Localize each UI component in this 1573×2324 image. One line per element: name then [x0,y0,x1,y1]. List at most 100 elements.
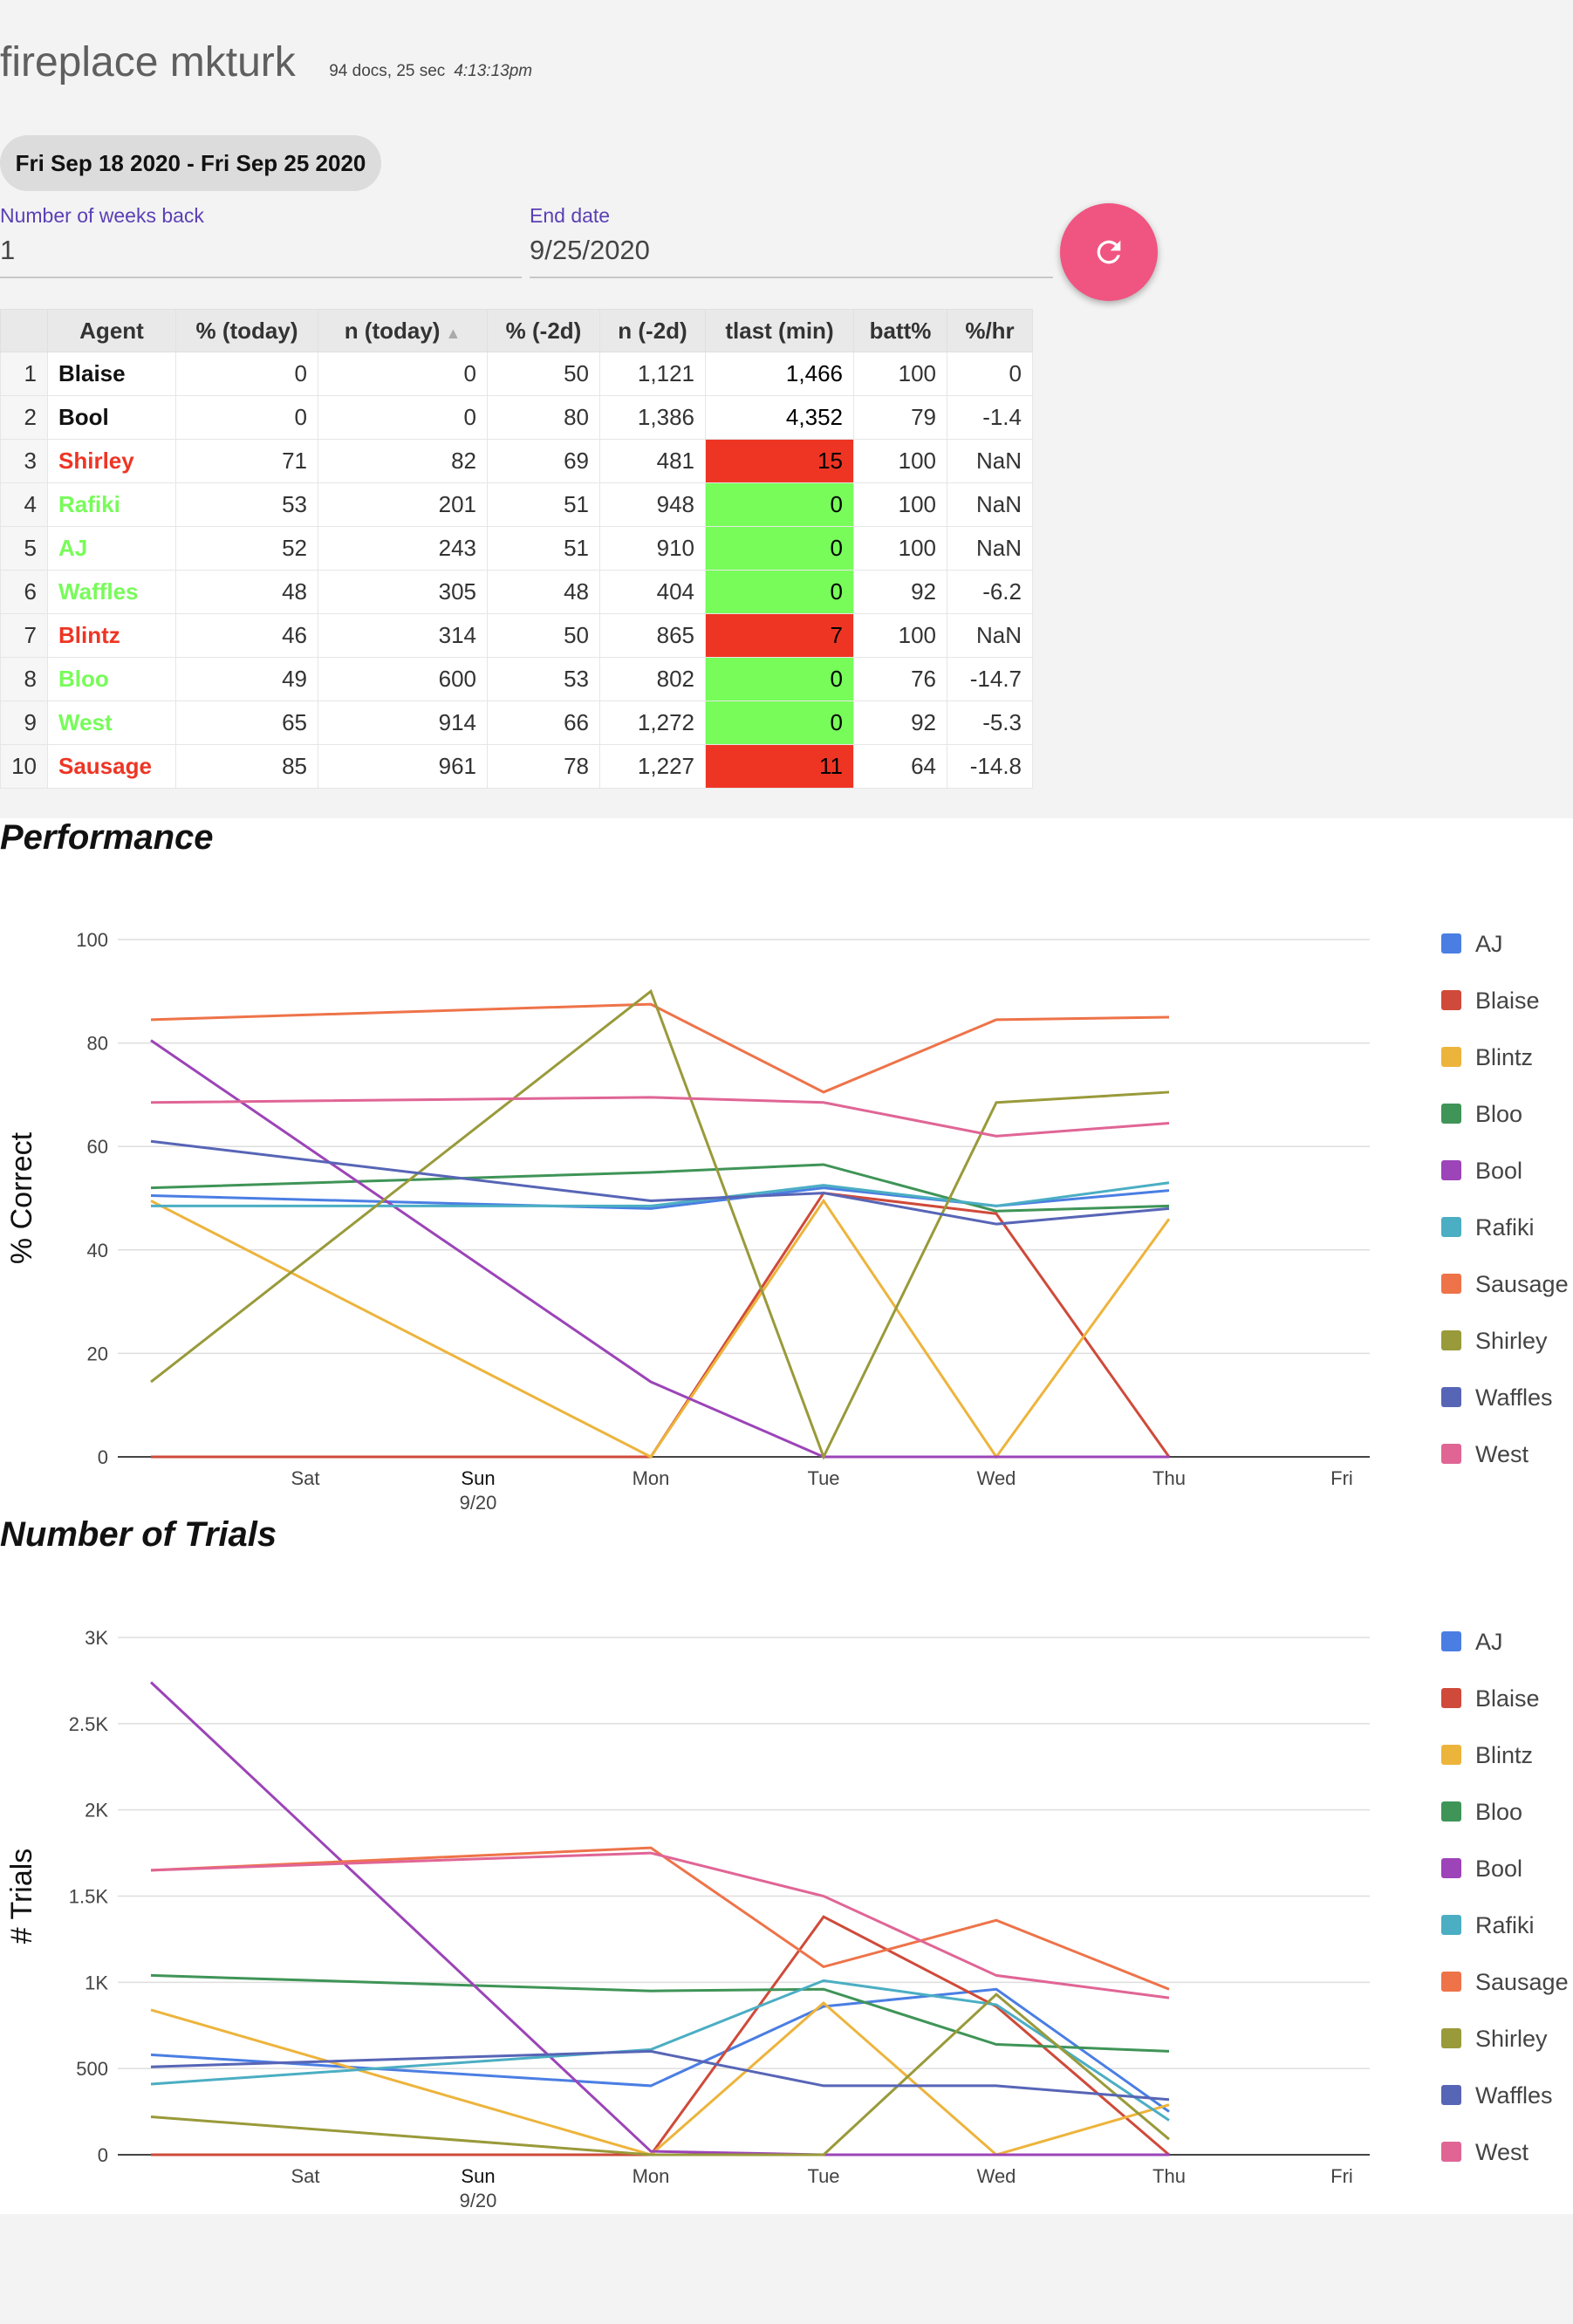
row-index-cell: 8 [0,657,48,701]
row-index-cell: 2 [0,395,48,440]
row-index-cell: 6 [0,570,48,614]
x-sub-label: 9/20 [460,2190,497,2211]
tlast-cell: 0 [705,526,854,571]
legend-label-waffles: Waffles [1475,2082,1553,2109]
agent-name-cell: West [47,701,176,745]
n-2d-cell: 404 [599,570,706,614]
end-date-label: End date [530,204,611,227]
series-line-west [150,1096,1170,1138]
sort-asc-icon: ▲ [445,324,462,342]
row-index-cell: 10 [0,744,48,789]
row-index-cell: 3 [0,439,48,483]
tlast-cell: 11 [705,744,854,789]
legend-swatch-bloo [1441,1801,1461,1822]
table-row[interactable]: 3 Shirley 71 82 69 481 15 100 NaN [0,439,1033,483]
legend-swatch-shirley [1441,1330,1461,1350]
n-2d-cell: 1,227 [599,744,706,789]
col-header-agent[interactable]: Agent [47,309,176,352]
pct-2d-cell: 48 [487,570,600,614]
series-line-bool [149,1681,1169,2157]
legend-label-bool: Bool [1475,1856,1522,1882]
performance-title: Performance [0,818,214,857]
end-date-field[interactable]: End date 9/25/2020 [530,204,1053,278]
pct-2d-cell: 51 [487,526,600,571]
legend-swatch-aj [1441,1631,1461,1651]
series-line-rafiki [150,1979,1170,2122]
pct-2d-cell: 50 [487,352,600,396]
series-line-aj [150,1987,1170,2113]
col-header-tlast[interactable]: tlast (min) [705,309,854,352]
rate-per-hour-cell: -14.7 [947,657,1033,701]
table-row[interactable]: 1 Blaise 0 0 50 1,121 1,466 100 0 [0,352,1033,396]
legend-label-blintz: Blintz [1475,1044,1533,1070]
agent-name-cell: Sausage [47,744,176,789]
table-row[interactable]: 5 AJ 52 243 51 910 0 100 NaN [0,526,1033,571]
rate-per-hour-cell: NaN [947,439,1033,483]
x-tick-label: Thu [1152,2165,1186,2187]
x-tick-label: Sun [461,2165,495,2187]
pct-2d-cell: 51 [487,482,600,527]
rate-per-hour-cell: NaN [947,613,1033,658]
col-header-n-2d[interactable]: n (-2d) [599,309,706,352]
col-header-pct-today[interactable]: % (today) [175,309,318,352]
pct-today-cell: 46 [175,613,318,658]
row-index-cell: 7 [0,613,48,658]
battery-cell: 92 [853,701,947,745]
y-tick-label: 1.5K [69,1886,109,1908]
n-today-cell: 961 [318,744,488,789]
col-header-rate[interactable]: %/hr [947,309,1033,352]
tlast-cell: 15 [705,439,854,483]
x-tick-label: Mon [633,1467,670,1489]
legend-swatch-aj [1441,933,1461,954]
y-tick-label: 2.5K [69,1713,109,1735]
end-date-input[interactable]: 9/25/2020 [530,235,650,265]
legend-label-waffles: Waffles [1475,1384,1553,1411]
table-row[interactable]: 8 Bloo 49 600 53 802 0 76 -14.7 [0,657,1033,701]
pct-today-cell: 65 [175,701,318,745]
pct-today-cell: 49 [175,657,318,701]
table-row[interactable]: 7 Blintz 46 314 50 865 7 100 NaN [0,613,1033,658]
x-tick-label: Wed [977,1467,1016,1489]
table-row[interactable]: 2 Bool 0 0 80 1,386 4,352 79 -1.4 [0,395,1033,440]
rate-per-hour-cell: NaN [947,526,1033,571]
tlast-cell: 0 [705,482,854,527]
series-line-bool [150,1039,1169,1459]
weeks-back-field[interactable]: Number of weeks back 1 [0,204,522,278]
refresh-icon [1097,240,1121,264]
weeks-back-underline [0,277,522,278]
refresh-button[interactable] [1060,203,1158,301]
table-row[interactable]: 10 Sausage 85 961 78 1,227 11 64 -14.8 [0,744,1033,789]
series-line-sausage [150,1002,1170,1094]
pct-today-cell: 48 [175,570,318,614]
legend-swatch-bloo [1441,1104,1461,1124]
legend-swatch-rafiki [1441,1915,1461,1935]
battery-cell: 100 [853,352,947,396]
n-today-cell: 600 [318,657,488,701]
legend-swatch-bool [1441,1160,1461,1180]
n-2d-cell: 1,386 [599,395,706,440]
col-header-pct-2d[interactable]: % (-2d) [487,309,600,352]
agent-name-cell: Shirley [47,439,176,483]
col-header-n-today[interactable]: n (today) ▲ [318,309,488,352]
series-line-west [150,1851,1170,1999]
legend-swatch-blaise [1441,1688,1461,1708]
tlast-cell: 0 [705,701,854,745]
n-today-cell: 305 [318,570,488,614]
x-tick-label: Fri [1330,1467,1353,1489]
weeks-back-input[interactable]: 1 [0,235,16,265]
date-range-chip[interactable]: Fri Sep 18 2020 - Fri Sep 25 2020 [0,135,381,191]
trials-title: Number of Trials [0,1515,277,1554]
table-row[interactable]: 4 Rafiki 53 201 51 948 0 100 NaN [0,482,1033,527]
rate-per-hour-cell: 0 [947,352,1033,396]
pct-today-cell: 52 [175,526,318,571]
table-row[interactable]: 9 West 65 914 66 1,272 0 92 -5.3 [0,701,1033,745]
battery-cell: 76 [853,657,947,701]
table-row[interactable]: 6 Waffles 48 305 48 404 0 92 -6.2 [0,570,1033,614]
col-header-batt[interactable]: batt% [853,309,947,352]
pct-today-cell: 53 [175,482,318,527]
battery-cell: 100 [853,526,947,571]
series-line-waffles [150,2049,1170,2102]
legend-label-blaise: Blaise [1475,988,1540,1014]
legend-label-west: West [1475,2139,1529,2165]
y-axis-label: # Trials [5,1849,38,1945]
